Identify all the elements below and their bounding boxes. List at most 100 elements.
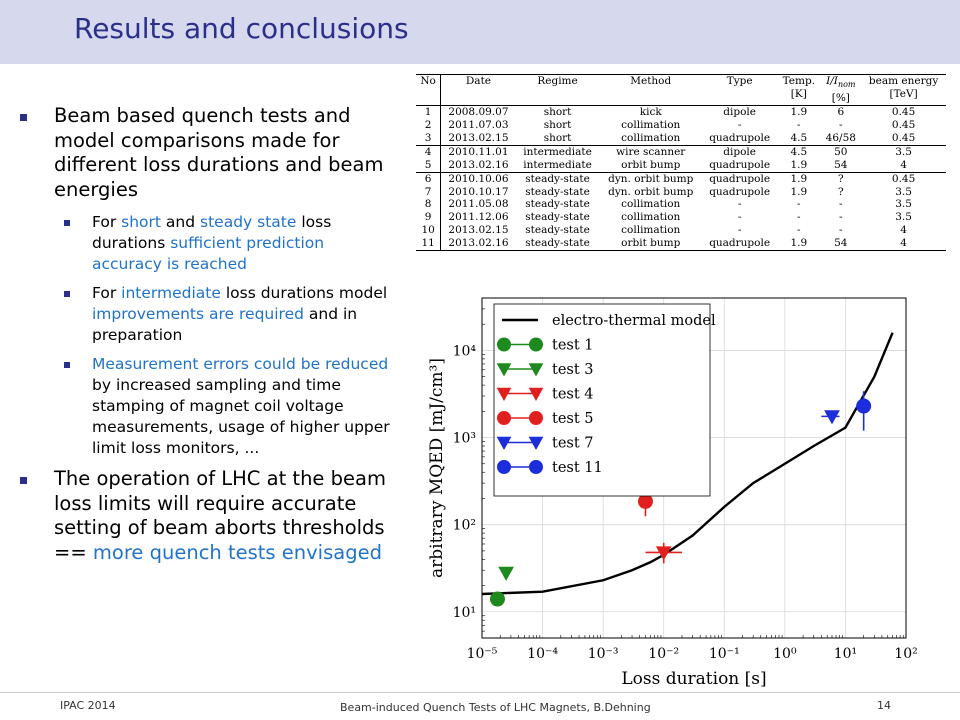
col-energy: beam energy [TeV] — [868, 75, 939, 100]
legend-label: test 11 — [552, 460, 603, 476]
table-cell: short — [543, 119, 572, 131]
table-cell: 3.5 — [861, 144, 946, 159]
bullet-1a: For short and steady state loss duration… — [62, 212, 398, 275]
table-cell: steady-state — [525, 211, 590, 224]
data-point — [498, 566, 514, 581]
table-row: 9 2011.12.06 steady-state collimation - - - 3.5 — [416, 211, 946, 225]
footer-divider — [0, 692, 960, 693]
table-cell: 6 — [837, 106, 845, 119]
table-cell: wire scanner — [599, 144, 703, 159]
highlight: improvements are required — [92, 305, 304, 323]
title-bar: Results and conclusions — [0, 0, 960, 64]
table-cell: collimation — [621, 198, 681, 211]
table-row: 8 2011.05.08 steady-state collimation - - - 3.5 — [416, 198, 946, 212]
col-current: I/Inom [%] — [826, 75, 856, 105]
table-cell: steady-state — [525, 185, 590, 198]
table-cell: 11 — [416, 237, 442, 252]
highlight: sufficient prediction accuracy is reache… — [92, 234, 325, 273]
table-cell: 54 — [834, 158, 848, 171]
text: loss durations model — [220, 284, 388, 302]
table-cell: 8 — [416, 198, 442, 212]
table-cell: kick — [639, 106, 662, 119]
bullet-1: Beam based quench tests and model compar… — [18, 104, 398, 202]
bullet-1c: Measurement errors could be reduced by i… — [62, 354, 398, 459]
highlight: short — [121, 213, 161, 231]
table-cell: - — [797, 119, 801, 131]
table-cell: 1.9 — [777, 237, 821, 252]
col-temp: Temp. [K] — [782, 75, 816, 100]
legend-marker — [529, 460, 543, 474]
table-cell: 3.5 — [895, 185, 912, 198]
table-cell: 2010.10.06 — [440, 171, 516, 186]
table-row: 2 2011.07.03 short collimation - - - 0.45 — [416, 119, 946, 132]
table-cell: steady-state — [525, 224, 590, 237]
table-cell: 9 — [416, 211, 442, 225]
y-tick-label: 10⁴ — [453, 343, 477, 359]
table-row: 11 2013.02.16 steady-state orbit bump quadru… — [416, 237, 946, 252]
table-cell: 1.9 — [777, 171, 821, 186]
legend-label: test 7 — [552, 436, 594, 452]
table-cell: 2 — [416, 119, 442, 132]
mqed-chart: 10⁻⁵ 10⁻⁴ 10⁻³ 10⁻² 10⁻¹ 10⁰ 10¹ 10² 10¹ 10² 10³ 10… — [416, 292, 922, 692]
table-cell: 4 — [900, 158, 907, 171]
legend-label: test 1 — [552, 338, 594, 354]
x-tick-label: 10⁻² — [648, 646, 679, 662]
table-cell: 4.5 — [790, 131, 808, 144]
legend-marker — [496, 363, 512, 377]
legend-marker — [497, 411, 511, 425]
table-cell: 1 — [416, 105, 442, 119]
table-cell: 2013.02.16 — [440, 237, 516, 252]
text: For — [92, 213, 122, 231]
table-cell: dipole — [702, 144, 778, 159]
text: and in preparation — [92, 305, 358, 344]
table-cell: quadrupole — [702, 237, 778, 252]
table-row: 5 2013.02.16 intermediate orbit bump quadrup… — [416, 158, 946, 173]
table-cell: - — [839, 224, 843, 237]
table-cell: dyn. orbit bump — [608, 185, 694, 198]
table-cell: 0.45 — [861, 171, 946, 186]
legend-marker — [528, 363, 544, 377]
table-cell: quadrupole — [709, 185, 771, 198]
table-cell: orbit bump — [621, 158, 681, 171]
table-cell: dipole — [723, 106, 756, 119]
text: loss durations — [92, 213, 332, 252]
table-cell: steady-state — [515, 237, 600, 252]
table-cell: collimation — [621, 224, 681, 237]
text: The operation of LHC at the beam loss li… — [54, 467, 386, 564]
table-cell: 2013.02.16 — [448, 158, 509, 171]
quench-test-table: No Date Regime Method Type Temp. [K] I/In… — [416, 74, 946, 286]
bullet-1b: For intermediate loss durations model im… — [62, 283, 398, 346]
col-method: Method — [630, 75, 672, 87]
x-axis-label: Loss duration [s] — [621, 669, 766, 689]
legend-marker — [528, 387, 544, 402]
data-point — [856, 398, 872, 414]
x-tick-label: 10⁻⁵ — [467, 646, 498, 662]
highlight: steady state — [200, 213, 297, 231]
legend-marker — [496, 436, 512, 451]
model-line — [481, 332, 894, 596]
table-cell: 5 — [416, 158, 442, 173]
data-point — [637, 493, 653, 509]
legend-label: test 3 — [552, 362, 594, 378]
highlight: Measurement errors could be reduced — [92, 355, 389, 373]
table-cell: quadrupole — [702, 171, 778, 186]
legend-label: electro-thermal model — [552, 313, 716, 329]
text: by increased sampling and time stamping … — [92, 376, 390, 457]
table-cell: 1.9 — [790, 158, 808, 171]
table-cell: 2010.11.01 — [440, 144, 516, 159]
legend-marker — [497, 460, 511, 474]
y-tick-label: 10² — [453, 518, 476, 534]
table-row: 7 2010.10.17 steady-state dyn. orbit bump qu… — [416, 185, 946, 199]
page-number: 14 — [877, 699, 891, 712]
x-tick-label: 10⁻⁴ — [527, 646, 558, 662]
table-cell: dyn. orbit bump — [599, 171, 703, 186]
table-cell: 46/58 — [825, 131, 856, 144]
table-cell: - — [797, 211, 801, 224]
plot-frame — [481, 297, 907, 639]
table-cell: 4.5 — [777, 144, 821, 159]
data-point — [824, 410, 840, 425]
table-cell: 2008.09.07 — [448, 106, 509, 119]
highlight: more quench tests envisaged — [92, 540, 382, 564]
bullet-list: Beam based quench tests and model compar… — [18, 104, 398, 575]
col-regime: Regime — [537, 75, 578, 87]
